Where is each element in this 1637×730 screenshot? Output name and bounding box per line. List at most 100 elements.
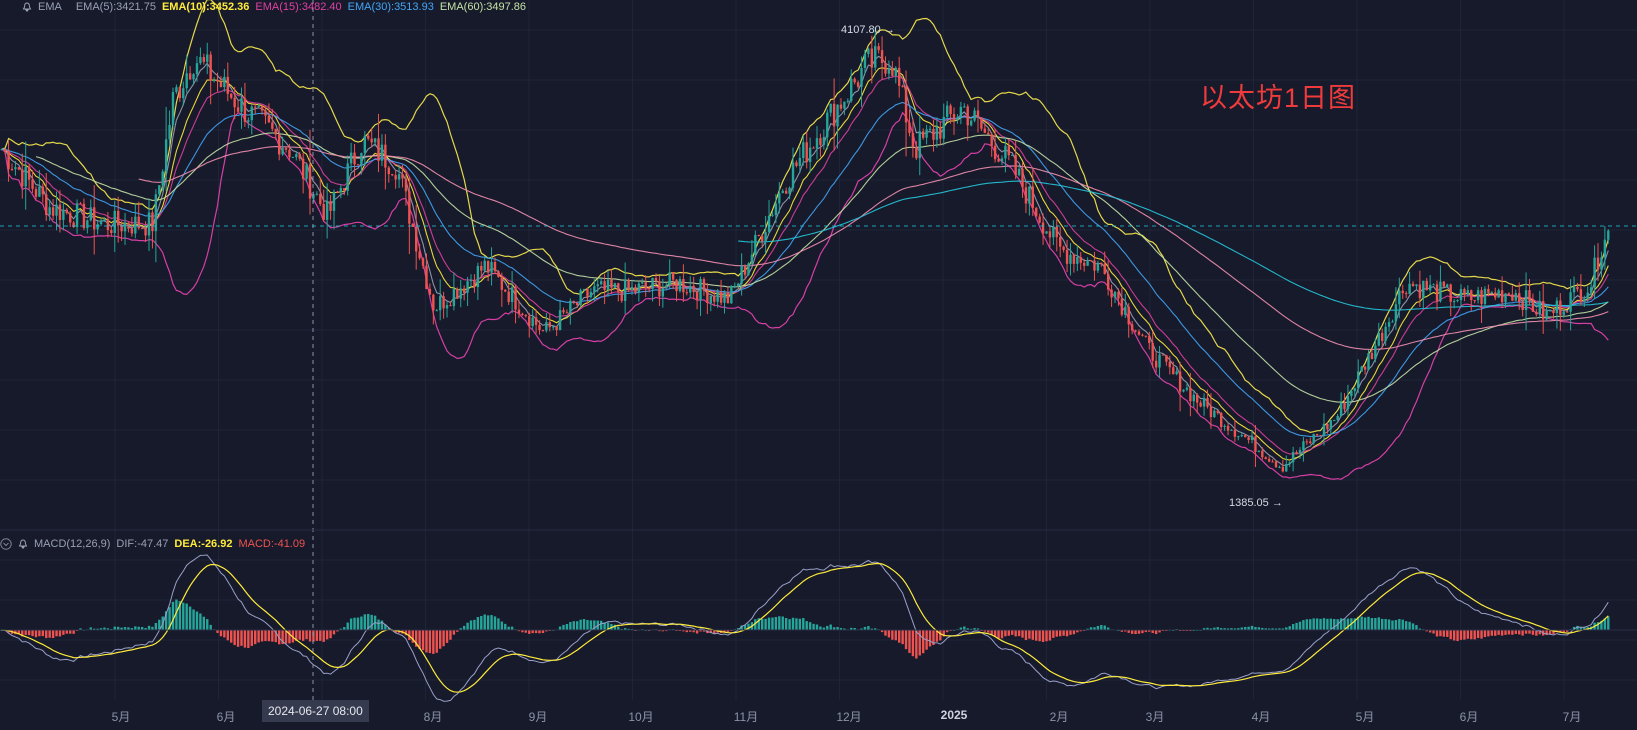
candle-body	[1596, 257, 1600, 270]
candle-body	[329, 200, 332, 211]
macd-indicator-name[interactable]: MACD(12,26,9)	[34, 538, 111, 550]
macd-histogram-bar	[843, 628, 846, 630]
candle-body	[548, 322, 551, 328]
macd-histogram-bar	[360, 616, 363, 630]
candle-body	[428, 288, 432, 295]
macd-histogram-bar	[216, 630, 219, 633]
macd-histogram-bar	[1449, 630, 1452, 640]
macd-histogram-bar	[188, 606, 192, 630]
macd-histogram-bar	[219, 630, 223, 637]
macd-histogram-bar	[257, 630, 260, 643]
macd-histogram-bar	[1497, 630, 1500, 635]
macd-histogram-bar	[79, 628, 82, 630]
macd-histogram-bar	[569, 622, 572, 630]
candle-body	[1370, 353, 1374, 360]
macd-histogram-bar	[1041, 630, 1045, 642]
candle-body	[1542, 301, 1545, 320]
macd-histogram-bar	[1494, 630, 1497, 636]
candle-body	[305, 164, 308, 179]
bell-icon[interactable]	[22, 2, 32, 12]
macd-histogram-bar	[404, 630, 408, 636]
macd-histogram-bar	[1319, 618, 1322, 630]
candle-body	[545, 322, 548, 331]
candle-body	[456, 288, 459, 299]
candle-body	[949, 105, 952, 115]
candle-body	[915, 147, 918, 159]
macd-histogram-bar	[1504, 630, 1507, 635]
candle-body	[1531, 300, 1535, 312]
candle-body	[1103, 263, 1106, 274]
candle-body	[192, 74, 195, 80]
candle-body	[1439, 281, 1442, 302]
ema-indicator-name[interactable]: EMA	[38, 1, 62, 13]
candle-body	[10, 168, 14, 170]
candle-body	[55, 204, 58, 216]
macd-histogram-bar	[1346, 618, 1350, 630]
macd-histogram-bar	[370, 614, 373, 630]
candle-body	[322, 203, 325, 220]
candle-body	[723, 292, 726, 303]
macd-histogram-bar	[911, 630, 915, 657]
x-tick-label: 5月	[111, 710, 131, 724]
candle-body	[130, 228, 134, 234]
candle-body	[1398, 290, 1401, 305]
candle-body	[188, 73, 192, 80]
macd-histogram-bar	[1559, 630, 1562, 633]
candle-body	[1011, 154, 1014, 156]
candle-body	[254, 106, 257, 108]
macd-histogram-bar	[377, 619, 380, 630]
macd-histogram-bar	[709, 630, 712, 634]
candle-body	[699, 279, 702, 301]
macd-histogram-bar	[1202, 628, 1206, 630]
candle-body	[21, 169, 24, 187]
candle-body	[230, 93, 233, 98]
macd-histogram-bar	[504, 623, 507, 630]
macd-histogram-bar	[1298, 621, 1302, 630]
candle-body	[1216, 410, 1219, 413]
candle-body	[1199, 402, 1202, 407]
candle-body	[1007, 145, 1011, 156]
macd-histogram-bar	[1490, 630, 1494, 636]
macd-histogram-bar	[1206, 627, 1209, 630]
macd-histogram-bar	[151, 626, 154, 630]
macd-histogram-bar	[661, 630, 665, 632]
candle-body	[983, 128, 987, 133]
candle-body	[589, 292, 593, 297]
collapse-chevron-icon[interactable]	[0, 538, 12, 550]
candle-body	[1569, 292, 1572, 312]
macd-histogram-bar	[243, 630, 247, 648]
macd-histogram-bar	[1130, 630, 1134, 634]
bell-icon[interactable]	[18, 539, 28, 549]
candle-body	[199, 57, 202, 64]
macd-histogram	[0, 599, 1610, 659]
macd-histogram-bar	[250, 630, 253, 646]
macd-histogram-bar	[1528, 630, 1531, 634]
dif-value: DIF:-47.47	[116, 538, 169, 550]
candle-body	[894, 67, 897, 76]
x-axis[interactable]: 5月 6月 8月 9月 10月 11月 12月 2025 2月 3月 4月 5月…	[0, 700, 1637, 730]
candle-body	[1154, 360, 1158, 368]
candle-body	[1148, 335, 1151, 343]
candle-body	[113, 210, 116, 233]
candle-body	[733, 285, 736, 287]
candlesticks	[0, 26, 1610, 473]
candle-body	[586, 289, 589, 297]
candle-body	[93, 207, 96, 230]
macd-histogram-bar	[336, 630, 339, 632]
candle-body	[209, 54, 212, 81]
macd-histogram-bar	[480, 615, 483, 630]
candle-body	[1603, 239, 1607, 258]
candle-body	[1432, 284, 1435, 286]
macd-histogram-bar	[500, 621, 504, 630]
candle-body	[1353, 388, 1356, 392]
candle-body	[1387, 322, 1391, 327]
candle-body	[822, 137, 826, 145]
candle-body	[1196, 394, 1199, 403]
candle-body	[267, 115, 271, 123]
candle-body	[219, 81, 223, 88]
candle-body	[767, 215, 771, 233]
candle-body	[62, 209, 65, 220]
candle-body	[1281, 466, 1285, 472]
macd-histogram-bar	[31, 630, 34, 637]
